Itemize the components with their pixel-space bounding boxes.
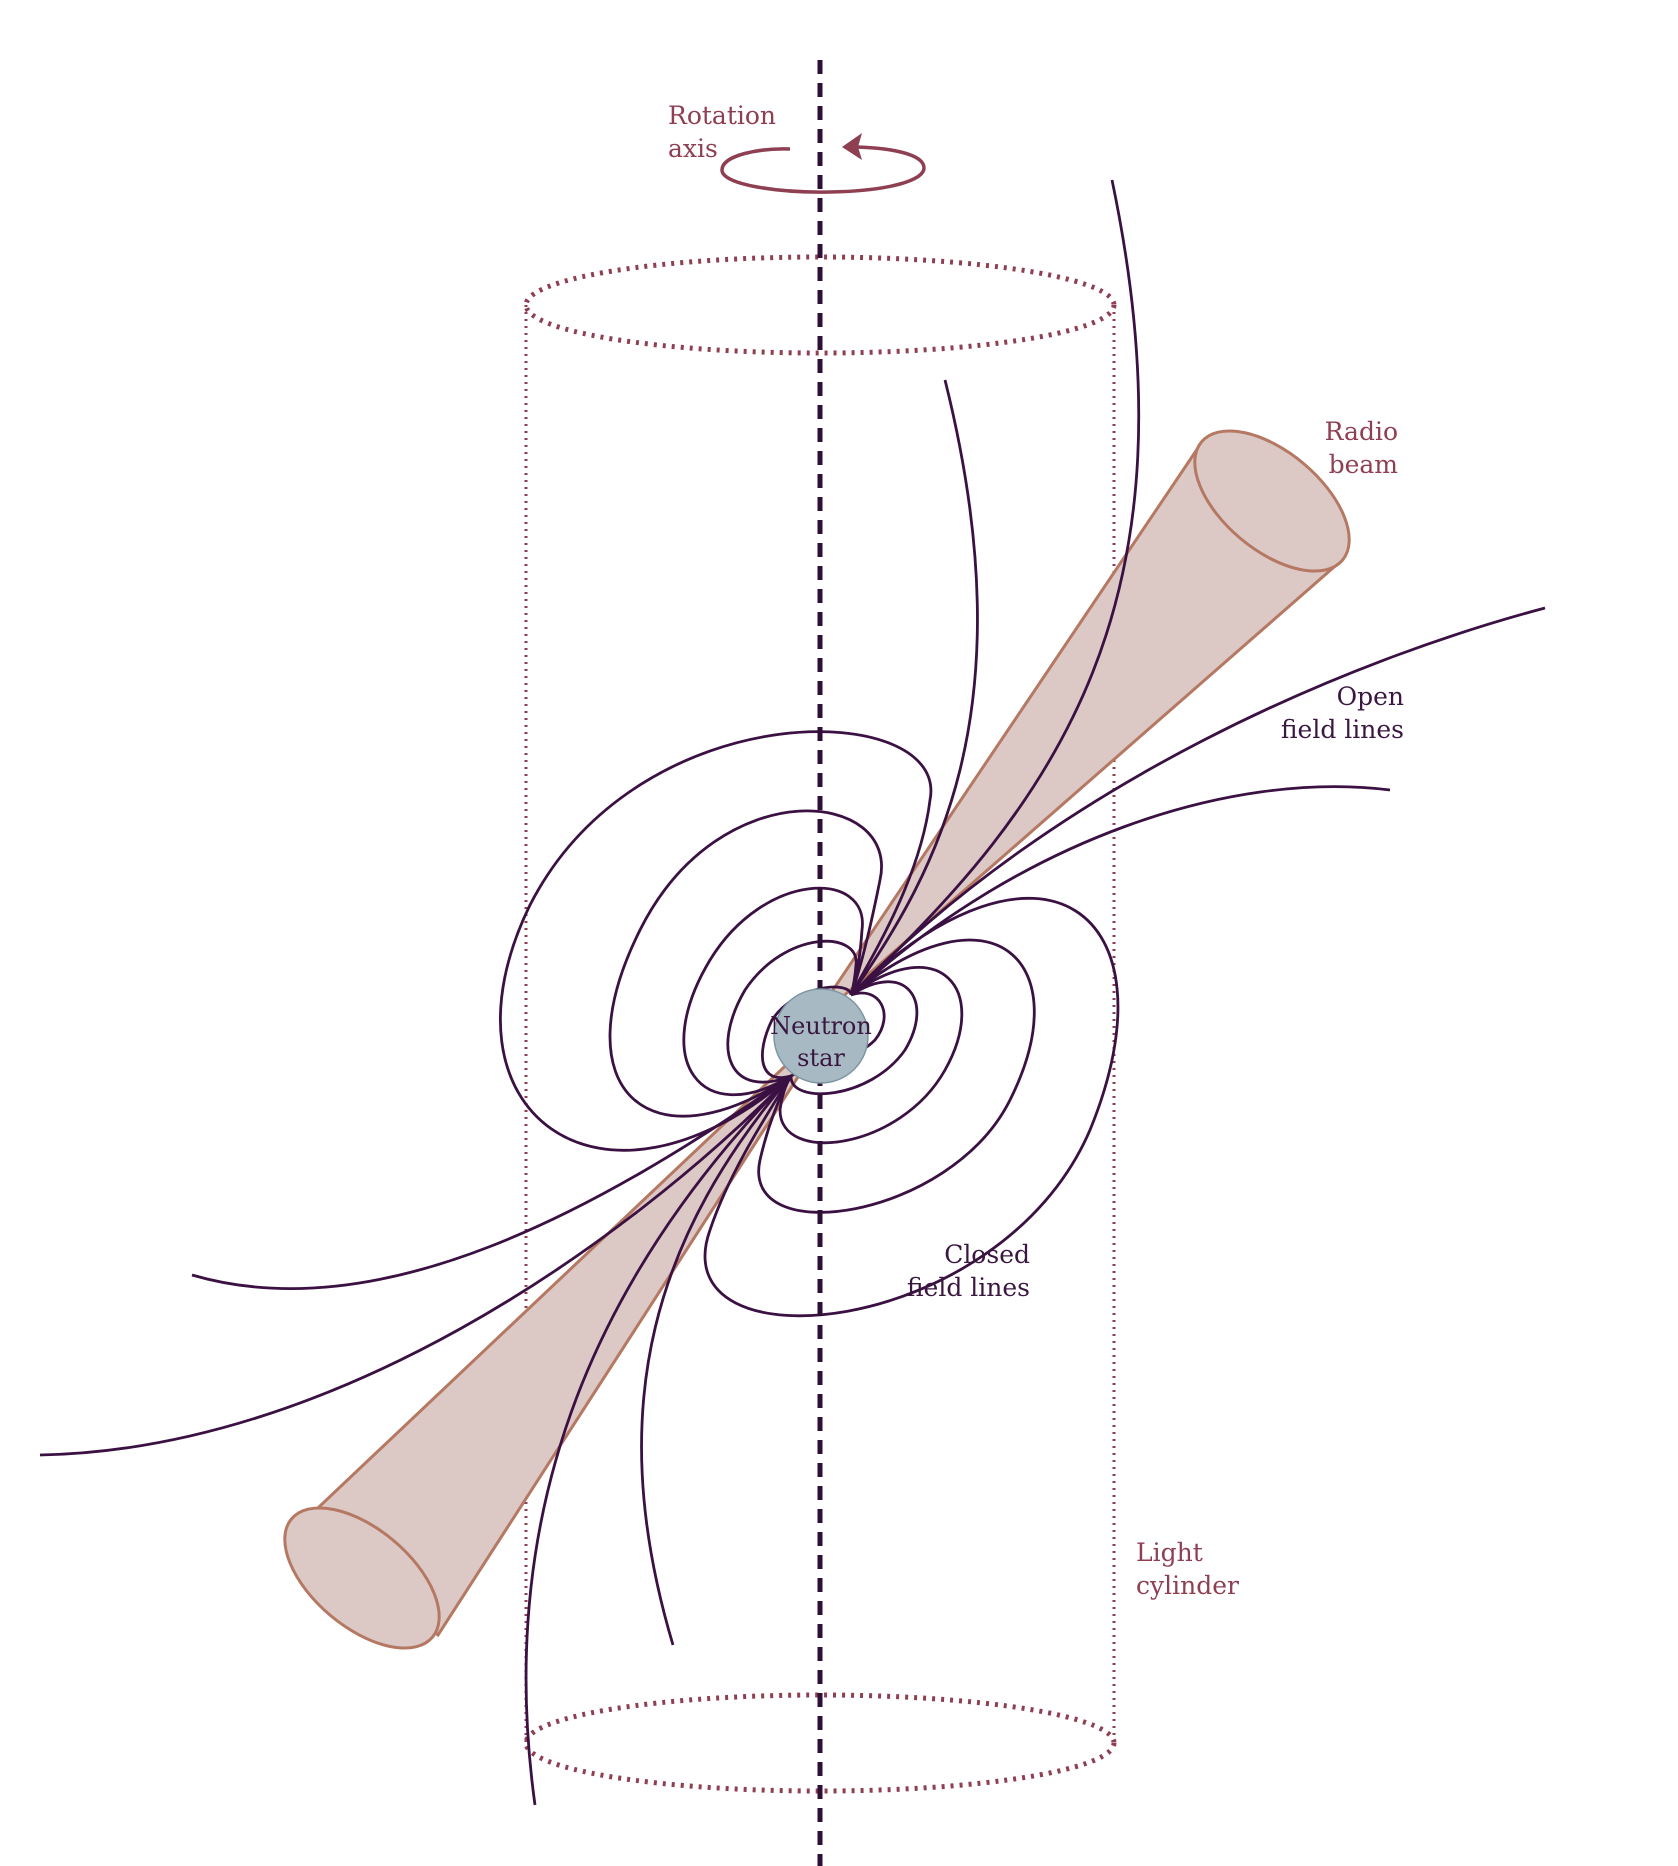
rotation-axis-label-line1: Rotation bbox=[668, 101, 776, 130]
open-field-lines-label-line1: Open bbox=[1337, 682, 1404, 711]
field-line bbox=[850, 179, 1141, 997]
neutron-star-disc bbox=[773, 988, 869, 1084]
neutron-star: Neutron star bbox=[770, 988, 872, 1084]
rotation-axis-label-line2: axis bbox=[668, 134, 718, 163]
field-line bbox=[757, 938, 1036, 1214]
field-line bbox=[499, 730, 933, 1152]
field-line bbox=[39, 1075, 792, 1457]
open-field-lines-label: Open field lines bbox=[1281, 682, 1404, 744]
open-field-lines bbox=[39, 179, 1546, 1806]
field-line bbox=[191, 1074, 792, 1290]
light-cylinder bbox=[523, 254, 1117, 1794]
radio-beam-label-line2: beam bbox=[1329, 450, 1399, 479]
closed-field-lines-upper-left bbox=[499, 730, 933, 1152]
closed-field-lines bbox=[499, 730, 1120, 1318]
radio-beam-label-line1: Radio bbox=[1325, 417, 1398, 446]
light-cylinder-label-line2: cylinder bbox=[1136, 1571, 1239, 1600]
rotation-axis-label: Rotation axis bbox=[668, 101, 776, 163]
field-line bbox=[849, 379, 979, 996]
closed-field-lines-label: Closed field lines bbox=[907, 1240, 1030, 1302]
radio-beam-label: Radio beam bbox=[1325, 417, 1399, 479]
field-line bbox=[726, 939, 858, 1084]
light-cylinder-bottom-ellipse bbox=[523, 1692, 1117, 1794]
closed-field-lines-label-line2: field lines bbox=[907, 1273, 1030, 1302]
radio-beam-lower-cap bbox=[283, 1506, 441, 1650]
radio-beam-upper-cap bbox=[1193, 429, 1351, 573]
field-line bbox=[524, 1075, 792, 1806]
field-line bbox=[849, 606, 1546, 996]
rotation-arrowhead-icon bbox=[842, 133, 862, 160]
field-line bbox=[682, 886, 864, 1097]
light-cylinder-label-line1: Light bbox=[1136, 1538, 1203, 1567]
closed-field-lines-lower-right bbox=[703, 897, 1120, 1318]
radio-beam bbox=[283, 429, 1351, 1650]
rotation-axis bbox=[720, 60, 926, 1866]
field-line bbox=[760, 985, 853, 1079]
field-line bbox=[608, 809, 883, 1118]
field-line bbox=[789, 980, 919, 1096]
open-field-lines-label-line2: field lines bbox=[1281, 715, 1404, 744]
field-line bbox=[850, 785, 1391, 997]
field-line bbox=[703, 897, 1120, 1318]
neutron-star-label-line1: Neutron bbox=[770, 1012, 872, 1040]
closed-field-lines-label-line1: Closed bbox=[944, 1240, 1030, 1269]
light-cylinder-label: Light cylinder bbox=[1136, 1538, 1239, 1600]
field-line bbox=[640, 1075, 793, 1646]
field-line bbox=[778, 966, 964, 1145]
rotation-arrow-icon bbox=[720, 145, 926, 194]
neutron-star-label-line2: star bbox=[797, 1044, 845, 1072]
